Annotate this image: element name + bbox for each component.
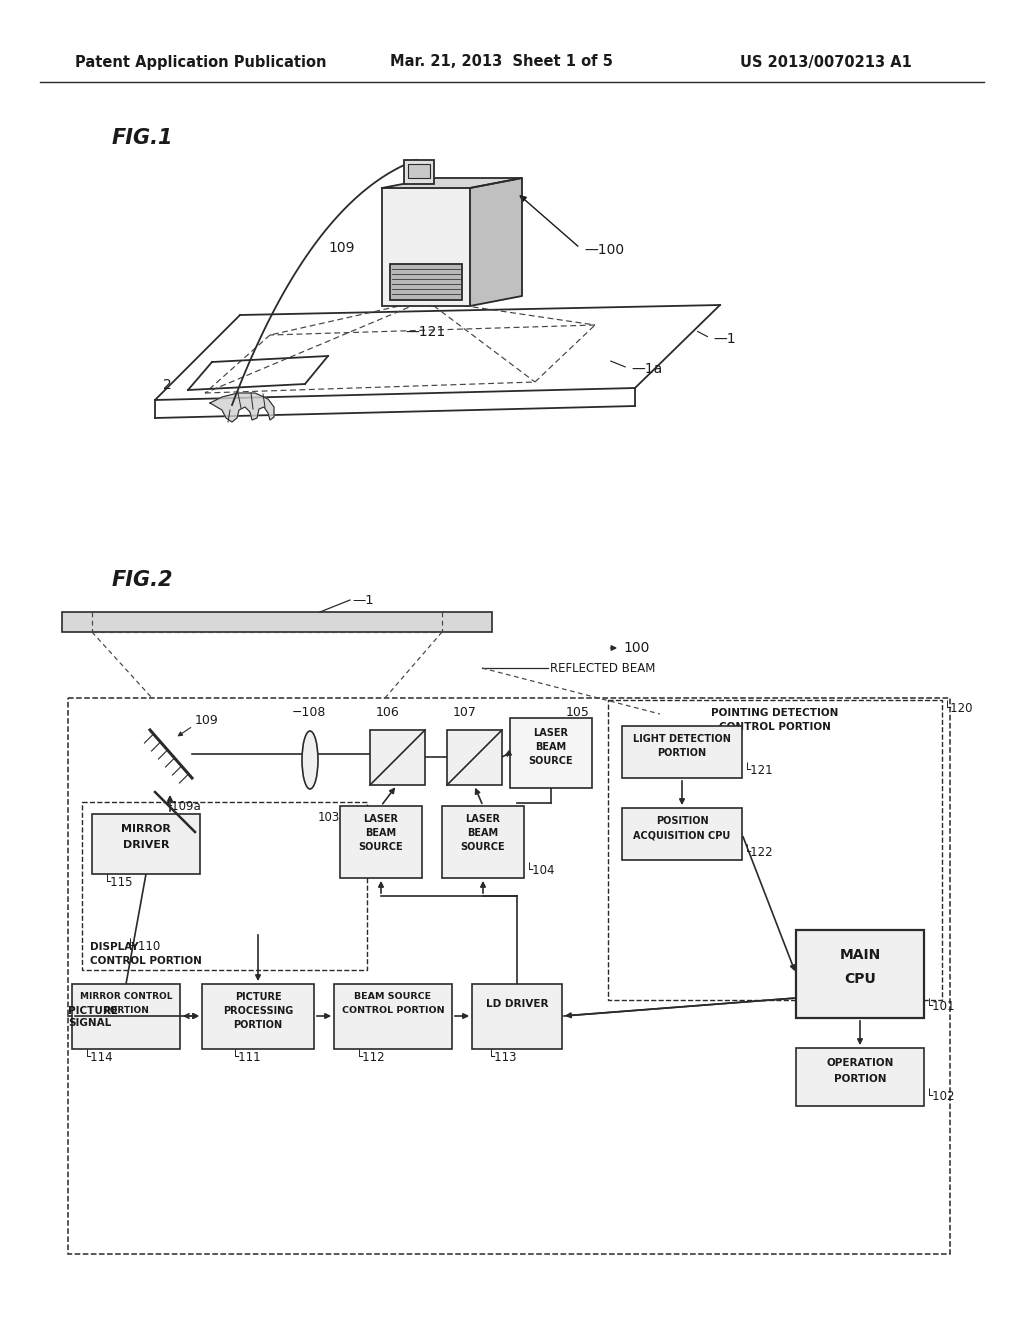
Text: SOURCE: SOURCE [461,842,505,851]
Polygon shape [382,178,522,187]
Text: CPU: CPU [844,972,876,986]
Text: 103: 103 [318,810,340,824]
Text: └111: └111 [232,1051,261,1064]
Polygon shape [470,178,522,306]
Text: PORTION: PORTION [103,1006,148,1015]
Text: SOURCE: SOURCE [528,756,573,766]
Text: LD DRIVER: LD DRIVER [485,999,548,1008]
Text: POSITION: POSITION [655,816,709,826]
Bar [68,698,950,1254]
Text: └101: └101 [926,999,955,1012]
Text: CONTROL PORTION: CONTROL PORTION [90,956,202,966]
Text: └112: └112 [356,1051,386,1064]
Text: US 2013/0070213 A1: US 2013/0070213 A1 [740,54,912,70]
Text: └113: └113 [488,1051,517,1064]
Text: PORTION: PORTION [657,748,707,758]
Text: └121: └121 [744,763,773,776]
Text: └102: └102 [926,1089,955,1102]
Bar [72,983,180,1049]
Text: CONTROL PORTION: CONTROL PORTION [342,1006,444,1015]
Bar [622,726,742,777]
Text: Mar. 21, 2013  Sheet 1 of 5: Mar. 21, 2013 Sheet 1 of 5 [390,54,613,70]
Text: —1: —1 [352,594,374,606]
Bar [442,807,524,878]
Bar [404,160,434,183]
Text: BEAM SOURCE: BEAM SOURCE [354,993,431,1001]
Text: PROCESSING: PROCESSING [223,1006,293,1016]
Text: MIRROR CONTROL: MIRROR CONTROL [80,993,172,1001]
Bar [510,718,592,788]
Polygon shape [210,393,274,422]
Bar [62,612,492,632]
Text: LASER: LASER [466,814,501,824]
Text: └104: └104 [526,863,555,876]
Text: 106: 106 [376,705,399,718]
Bar [622,808,742,861]
Ellipse shape [302,731,318,789]
Text: —121: —121 [406,325,445,339]
Text: LASER: LASER [534,729,568,738]
Text: PORTION: PORTION [233,1020,283,1030]
Text: └122: └122 [744,846,773,858]
Bar [472,983,562,1049]
Text: PICTURE: PICTURE [234,993,282,1002]
Bar [796,931,924,1018]
Text: MIRROR: MIRROR [121,824,171,834]
Bar [408,164,430,178]
Text: └109a: └109a [165,800,202,813]
Bar [796,1048,924,1106]
Bar [334,983,452,1049]
Text: └ 110: └ 110 [127,940,160,953]
Bar [82,803,367,970]
Text: SOURCE: SOURCE [358,842,403,851]
Bar [340,807,422,878]
Text: BEAM: BEAM [467,828,499,838]
Text: FIG.1: FIG.1 [112,128,173,148]
Text: BEAM: BEAM [366,828,396,838]
Text: PORTION: PORTION [834,1074,886,1084]
Text: POINTING DETECTION: POINTING DETECTION [712,708,839,718]
Text: —100: —100 [584,243,624,257]
Text: └120: └120 [944,702,974,715]
Text: BEAM: BEAM [536,742,566,752]
Text: 100: 100 [623,642,649,655]
Bar [202,983,314,1049]
Text: └115: └115 [104,876,133,888]
Text: Patent Application Publication: Patent Application Publication [75,54,327,70]
Text: LASER: LASER [364,814,398,824]
Text: −108: −108 [292,705,327,718]
Text: PICTURE
SIGNAL: PICTURE SIGNAL [68,1006,118,1027]
Bar [390,264,462,300]
Text: 109: 109 [195,714,219,726]
Text: ACQUISITION CPU: ACQUISITION CPU [634,830,731,840]
Bar [370,730,425,785]
Bar [382,187,470,306]
Bar [92,814,200,874]
Text: └114: └114 [84,1051,114,1064]
Text: DRIVER: DRIVER [123,840,169,850]
Text: OPERATION: OPERATION [826,1059,894,1068]
Text: 107: 107 [453,705,477,718]
Text: 105: 105 [566,705,590,718]
Text: —1: —1 [713,333,735,346]
Text: MAIN: MAIN [840,948,881,962]
Text: 109: 109 [328,242,354,255]
Text: CONTROL PORTION: CONTROL PORTION [719,722,830,733]
Text: —1a: —1a [631,362,663,376]
Bar [447,730,502,785]
Text: DISPLAY: DISPLAY [90,942,138,952]
Text: FIG.2: FIG.2 [112,570,173,590]
Text: 2: 2 [163,378,172,392]
Text: LIGHT DETECTION: LIGHT DETECTION [633,734,731,744]
Text: REFLECTED BEAM: REFLECTED BEAM [550,661,655,675]
Bar [608,700,942,1001]
